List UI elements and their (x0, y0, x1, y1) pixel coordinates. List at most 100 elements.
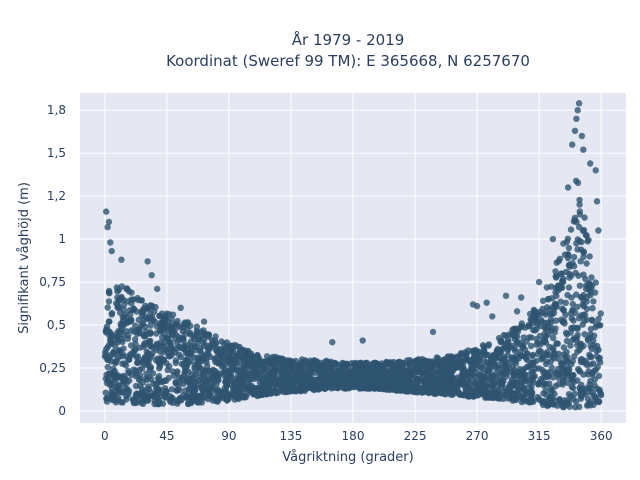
data-point (469, 359, 477, 367)
data-point (181, 371, 188, 379)
x-axis-title: Vågriktning (grader) (282, 450, 413, 465)
data-point (354, 375, 361, 382)
data-point (191, 342, 198, 350)
data-point (535, 380, 542, 388)
data-point (586, 285, 593, 292)
data-point (520, 334, 527, 341)
data-point (473, 365, 480, 372)
data-point (586, 253, 593, 260)
data-point (542, 311, 549, 318)
data-point (160, 348, 167, 356)
data-point (192, 371, 199, 378)
data-point (152, 392, 159, 399)
data-point (155, 377, 163, 384)
data-point (588, 316, 595, 323)
data-point (215, 376, 222, 383)
data-point (157, 354, 165, 361)
data-point (292, 388, 300, 395)
data-point (200, 318, 208, 325)
data-point (546, 343, 553, 351)
data-point (470, 389, 478, 396)
data-point (430, 378, 437, 386)
x-axis-ticks: 0 45 90 135 180 225 270 315 360 (101, 429, 613, 443)
data-point (320, 365, 328, 372)
data-point (550, 334, 557, 342)
data-point (136, 325, 143, 332)
data-point (139, 365, 146, 372)
data-point (128, 371, 135, 378)
x-tick-label: 360 (590, 429, 613, 443)
data-point (133, 353, 140, 361)
data-point (587, 160, 594, 167)
data-point (259, 375, 266, 383)
data-point (134, 294, 141, 302)
data-point (574, 348, 581, 355)
data-point (414, 375, 421, 382)
y-tick-label: 1,8 (47, 103, 66, 117)
data-point (195, 397, 203, 405)
data-point (546, 380, 553, 387)
data-point (548, 311, 556, 318)
data-point (144, 258, 151, 265)
data-point (571, 353, 578, 360)
data-point (104, 223, 111, 231)
data-point (575, 272, 582, 279)
data-point (565, 244, 573, 252)
data-point (528, 396, 535, 403)
data-point (434, 384, 441, 392)
data-point (260, 381, 267, 389)
data-point (433, 368, 440, 376)
data-point (290, 381, 297, 388)
data-point (406, 365, 413, 372)
data-point (379, 367, 387, 375)
data-point (240, 378, 247, 385)
data-point (553, 340, 560, 347)
data-point (136, 382, 144, 389)
data-point (529, 351, 536, 359)
data-point (404, 373, 412, 380)
data-point (298, 356, 306, 363)
data-point (280, 388, 287, 396)
data-point (443, 368, 450, 375)
data-point (489, 359, 496, 366)
data-point (149, 344, 157, 351)
data-point (485, 341, 492, 348)
data-point (592, 167, 599, 174)
data-points (101, 100, 605, 411)
data-point (576, 201, 583, 208)
data-point (595, 372, 603, 380)
data-point (415, 357, 422, 365)
data-point (569, 372, 576, 380)
data-point (482, 383, 489, 391)
data-point (457, 363, 464, 370)
data-point (588, 274, 595, 281)
data-point (356, 367, 363, 374)
x-tick-label: 315 (528, 429, 551, 443)
data-point (577, 258, 584, 265)
data-point (119, 360, 126, 367)
data-point (418, 370, 425, 377)
data-point (119, 399, 126, 406)
data-point (505, 364, 512, 371)
data-point (108, 247, 115, 255)
data-point (334, 373, 342, 380)
y-tick-label: 0,75 (39, 275, 66, 289)
data-point (370, 373, 377, 381)
data-point (571, 390, 578, 397)
data-point (290, 367, 297, 375)
data-point (531, 373, 538, 380)
data-point (202, 386, 209, 393)
data-point (190, 332, 198, 340)
data-point (557, 298, 564, 305)
data-point (307, 357, 314, 364)
data-point (415, 363, 423, 370)
data-point (587, 398, 595, 405)
data-point (564, 379, 572, 387)
data-point (165, 311, 173, 318)
data-point (502, 292, 510, 299)
data-point (118, 256, 125, 263)
data-point (551, 350, 558, 357)
data-point (472, 346, 479, 354)
data-point (213, 359, 221, 366)
data-point (136, 375, 143, 382)
